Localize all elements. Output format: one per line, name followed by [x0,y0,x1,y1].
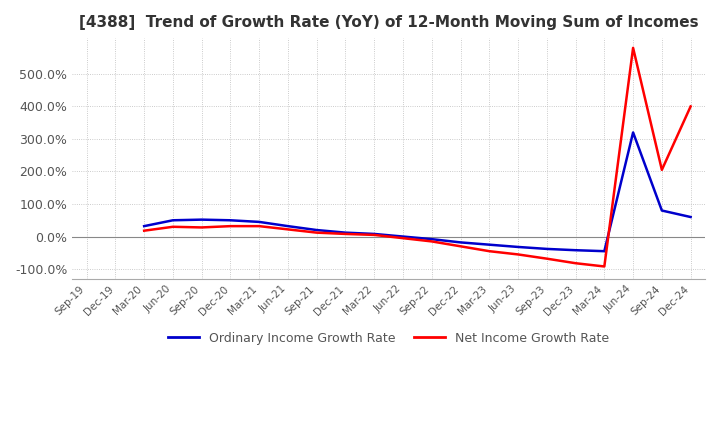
Legend: Ordinary Income Growth Rate, Net Income Growth Rate: Ordinary Income Growth Rate, Net Income … [163,326,615,350]
Title: [4388]  Trend of Growth Rate (YoY) of 12-Month Moving Sum of Incomes: [4388] Trend of Growth Rate (YoY) of 12-… [78,15,698,30]
